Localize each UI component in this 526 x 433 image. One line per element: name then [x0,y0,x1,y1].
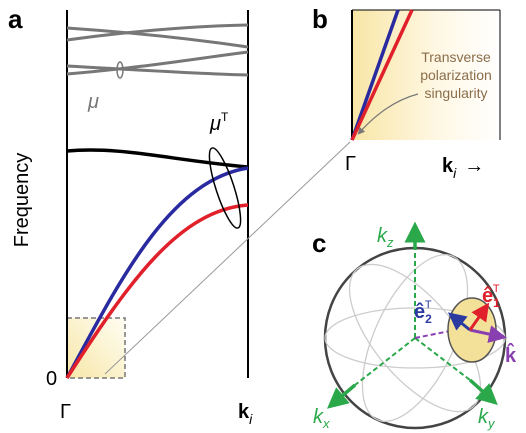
annotation-line: singularity [424,85,487,101]
x-end-label: ki→ [442,155,484,181]
zoom-line [105,142,350,374]
symbol: ê [482,285,493,307]
figure: a μ μT Frequency 0 Γ ki b Transverse pol… [0,0,526,433]
mode-label: μ [87,91,99,113]
y-axis-label: Frequency [11,153,33,248]
superscript: T [493,283,500,295]
x-start-label: Γ [345,153,356,175]
panel-label: b [312,4,328,34]
upper-bands [67,25,248,75]
annotation-line: polarization [420,67,492,83]
symbol: ê [414,301,425,323]
e2-label: ê2T [414,299,432,326]
transverse-label: μT [209,110,229,135]
subscript: i [249,411,253,427]
k-label: k̂ [505,342,517,367]
subscript: i [453,165,457,181]
superscript: T [425,299,432,311]
superscript: T [221,110,229,124]
panel-label: a [8,4,23,34]
ky-label: ky [478,406,496,431]
annotation: Transverse polarization singularity [420,49,492,101]
kz-label: kz [377,225,394,250]
annotation-line: Transverse [421,49,491,65]
kx-label: kx [313,406,330,431]
subscript: y [487,416,496,431]
symbol: μ [209,113,221,135]
subscript: x [322,416,330,431]
subscript: z [386,235,394,250]
subscript: 1 [493,296,500,310]
band [67,150,248,167]
e1-label: ê1T [482,283,500,310]
subscript: 2 [425,312,432,326]
x-start-label: Γ [60,401,71,423]
panel-label: c [312,228,326,258]
origin-label: 0 [46,368,57,390]
x-end-label: ki [238,401,253,427]
arrow-symbol: → [464,155,484,177]
transverse-ring [203,145,246,230]
